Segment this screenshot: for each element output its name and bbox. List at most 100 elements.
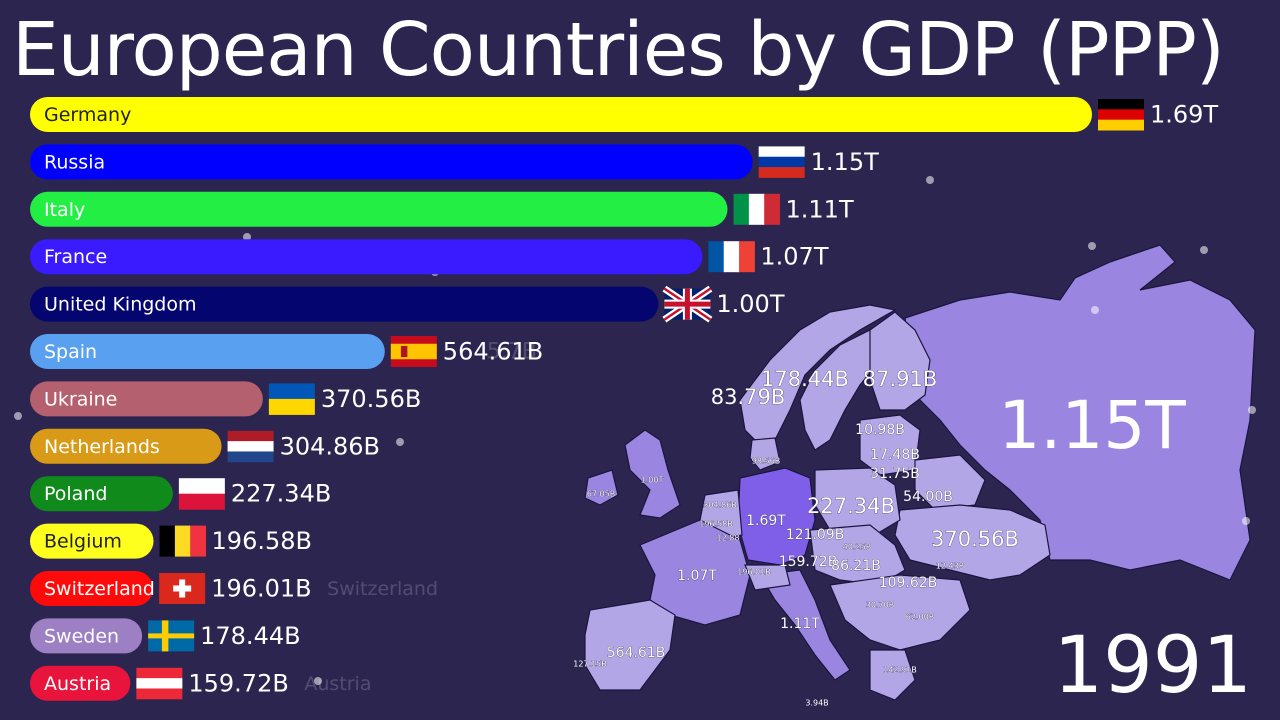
bar-switzerland bbox=[30, 571, 154, 606]
floating-dot bbox=[1242, 517, 1250, 525]
map-label-hungary: 86.21B bbox=[831, 558, 881, 574]
floating-dot bbox=[1200, 246, 1208, 254]
map-label-luxembourg: 12.88 bbox=[717, 534, 740, 543]
year-label: 1991 bbox=[1053, 621, 1252, 711]
bar-value-italy: 1.11T bbox=[786, 195, 854, 223]
map-country-denmark bbox=[749, 437, 781, 471]
map-country-spain bbox=[584, 599, 676, 691]
map-label-norway: 83.79B bbox=[711, 385, 786, 409]
ghost-label: Austria bbox=[304, 673, 371, 695]
bar-sweden bbox=[30, 618, 143, 654]
bar-name-spain: Spain bbox=[44, 341, 97, 363]
bar-name-united-kingdom: United Kingdom bbox=[44, 294, 197, 316]
map-country-russia bbox=[904, 244, 1256, 581]
chart-title: European Countries by GDP (PPP) bbox=[12, 7, 1225, 93]
floating-dot bbox=[1088, 242, 1096, 250]
map-label-portugal: 127.15B bbox=[573, 660, 606, 669]
map-country-ukraine bbox=[894, 504, 1051, 581]
bar-value-spain: 564.61B bbox=[443, 338, 543, 366]
map-label-france: 1.07T bbox=[677, 568, 717, 584]
bar-netherlands bbox=[30, 428, 222, 464]
map-country-alps bbox=[744, 564, 791, 591]
map-label-bulgaria: 62.00B bbox=[906, 613, 934, 622]
bar-value-belgium: 196.58B bbox=[212, 527, 312, 555]
map-label-austria: 159.72B bbox=[779, 554, 838, 570]
floating-dot bbox=[1091, 306, 1099, 314]
germany-flag bbox=[1098, 99, 1144, 131]
bar-name-italy: Italy bbox=[44, 199, 85, 221]
floating-dot bbox=[243, 233, 251, 241]
bar-value-austria: 159.72B bbox=[188, 669, 288, 697]
bar-name-france: France bbox=[44, 246, 107, 268]
floating-dot bbox=[1248, 406, 1256, 414]
spain-flag bbox=[390, 336, 437, 367]
map-label-sweden: 178.44B bbox=[761, 367, 849, 391]
map-label-russia: 1.15T bbox=[998, 387, 1186, 464]
floating-dot bbox=[314, 677, 322, 685]
map-label-romania: 109.62B bbox=[879, 575, 938, 591]
map-label-ukraine: 370.56B bbox=[931, 527, 1019, 551]
bar-value-united-kingdom: 1.00T bbox=[716, 290, 784, 318]
netherlands-flag bbox=[227, 430, 274, 463]
austria-flag bbox=[136, 667, 183, 700]
bar-name-sweden: Sweden bbox=[44, 625, 119, 647]
bar-name-poland: Poland bbox=[44, 483, 107, 505]
bar-name-netherlands: Netherlands bbox=[44, 436, 160, 458]
sweden-flag bbox=[148, 620, 195, 652]
bar-ukraine bbox=[30, 381, 263, 417]
map-label-serbia: 30.70B bbox=[866, 601, 894, 610]
map-label-switzerland: 196.01B bbox=[737, 568, 770, 577]
map-country-france bbox=[639, 519, 751, 626]
france-flag bbox=[708, 241, 755, 273]
bar-name-belgium: Belgium bbox=[44, 531, 122, 553]
map-label-netherlands: 304.86B bbox=[703, 501, 736, 510]
bar-name-germany: Germany bbox=[44, 104, 131, 126]
belgium-flag bbox=[159, 525, 207, 557]
map-label-latvia: 17.48B bbox=[870, 447, 920, 463]
bar-value-ukraine: 370.56B bbox=[321, 385, 421, 413]
map-label-greece: 142.91B bbox=[883, 666, 916, 675]
bar-france bbox=[30, 239, 703, 275]
floating-dot bbox=[926, 176, 934, 184]
map-country-sweden bbox=[799, 329, 881, 451]
map-label-slovakia: 40.25B bbox=[843, 543, 871, 552]
map-label-finland: 87.91B bbox=[863, 367, 938, 391]
bar-value-russia: 1.15T bbox=[811, 148, 879, 176]
switzerland-flag bbox=[159, 573, 206, 604]
bar-value-poland: 227.34B bbox=[231, 480, 331, 508]
ukraine-flag bbox=[268, 383, 315, 415]
uk-flag bbox=[662, 285, 713, 323]
map-country-poland bbox=[814, 467, 901, 536]
map-country-ireland bbox=[584, 469, 619, 506]
bar-value-france: 1.07T bbox=[760, 243, 828, 271]
bar-value-sweden: 178.44B bbox=[200, 622, 300, 650]
bar-name-russia: Russia bbox=[44, 151, 105, 173]
map-label-malta: 3.94B bbox=[805, 699, 828, 708]
map-label-lithuania: 31.75B bbox=[870, 466, 920, 482]
bar-name-austria: Austria bbox=[44, 673, 111, 695]
ghost-label: Switzerland bbox=[327, 578, 438, 600]
bar-belgium bbox=[30, 523, 154, 559]
map-label-estonia: 10.98B bbox=[855, 422, 905, 438]
map-label-ireland: 67.05B bbox=[587, 490, 615, 499]
bar-value-netherlands: 304.86B bbox=[280, 432, 380, 460]
map-label-united-kingdom: 1.00T bbox=[641, 476, 664, 485]
bar-name-ukraine: Ukraine bbox=[44, 388, 117, 410]
bar-poland bbox=[30, 476, 173, 512]
map-label-belgium: 196.58B bbox=[699, 520, 732, 529]
map-country-belarus bbox=[914, 454, 986, 511]
map-country-italy bbox=[759, 569, 851, 681]
map-country-finland bbox=[869, 311, 931, 411]
russia-flag bbox=[758, 146, 805, 178]
map-label-poland: 227.34B bbox=[807, 494, 895, 518]
bar-value-switzerland: 196.01B bbox=[211, 575, 311, 603]
poland-flag bbox=[178, 478, 225, 510]
bar-russia bbox=[30, 144, 753, 180]
bar-name-switzerland: Switzerland bbox=[44, 578, 155, 600]
map-label-denmark: 98.56B bbox=[752, 457, 780, 466]
bar-spain bbox=[30, 334, 385, 369]
map-label-belarus: 54.00B bbox=[903, 489, 953, 505]
floating-dot bbox=[396, 438, 404, 446]
